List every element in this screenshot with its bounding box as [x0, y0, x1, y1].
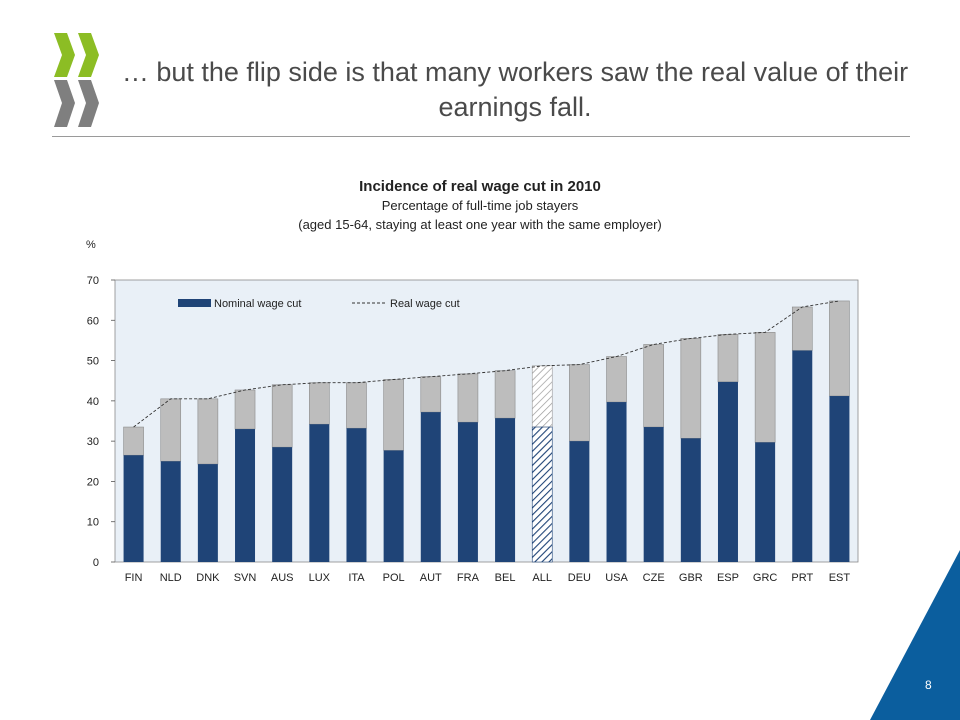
bar-nominal-gbr [680, 438, 701, 562]
x-tick-label-pol: POL [383, 572, 405, 584]
grey-chevron-left [54, 80, 75, 127]
legend-swatch-nominal [178, 299, 211, 307]
y-tick-label: 60 [87, 315, 99, 327]
bar-real-aus [271, 384, 293, 448]
x-tick-label-cze: CZE [643, 572, 665, 584]
title-divider [52, 136, 910, 137]
bar-nominal-est [829, 396, 850, 562]
x-tick-label-gbr: GBR [679, 572, 703, 584]
chart-title: Incidence of real wage cut in 2010 [359, 178, 601, 195]
bar-nominal-cze [643, 427, 664, 562]
bar-nominal-all [531, 426, 553, 563]
bar-real-fra [457, 373, 479, 423]
bar-nominal-fra [457, 422, 478, 562]
bar-nominal-fin [123, 455, 144, 562]
bar-real-dnk [197, 398, 219, 465]
bar-nominal-svn [235, 429, 256, 562]
page-number: 8 [925, 678, 932, 692]
green-chevron-right [78, 33, 99, 77]
wage-cut-bar-chart: 0 10 20 30 40 50 60 70% FIN NLD DNK SVN AUS LUX ITA POL… [86, 239, 859, 584]
bar-real-esp [717, 334, 739, 383]
oecd-chevron-logo [54, 33, 99, 127]
bar-real-cze [643, 344, 664, 428]
chart-subtitle-line-2: (aged 15-64, staying at least one year w… [298, 217, 662, 232]
slide-title: … but the flip side is that many workers… [121, 57, 909, 122]
y-tick-label: 40 [87, 396, 99, 408]
x-tick-label-esp: ESP [717, 572, 739, 584]
y-tick-label: 30 [87, 436, 99, 448]
y-tick-label: 70 [87, 275, 99, 287]
x-tick-label-bel: BEL [495, 572, 516, 584]
x-tick-label-nld: NLD [160, 572, 182, 584]
bar-nominal-pol [383, 450, 404, 562]
bar-real-nld [160, 398, 182, 462]
y-axis-label: % [86, 239, 96, 251]
bar-real-prt [791, 306, 813, 351]
chart-subtitle-line-1: Percentage of full-time job stayers [381, 198, 579, 213]
corner-decoration [870, 550, 960, 720]
x-tick-label-deu: DEU [568, 572, 591, 584]
bar-real-gbr [680, 338, 702, 439]
x-tick-label-svn: SVN [234, 572, 257, 584]
y-tick-label: 50 [87, 356, 99, 368]
bar-real-grc [754, 332, 776, 443]
legend-label-nominal: Nominal wage cut [214, 298, 301, 310]
bar-real-lux [309, 382, 330, 425]
x-tick-label-aut: AUT [420, 572, 442, 584]
y-tick-label: 0 [93, 557, 99, 569]
bar-real-pol [383, 379, 404, 451]
grey-chevron-right [78, 80, 99, 127]
plot-area [114, 279, 859, 563]
green-chevron-left [54, 33, 75, 77]
bar-real-usa [606, 356, 627, 403]
x-tick-label-ita: ITA [348, 572, 365, 584]
bar-nominal-nld [160, 461, 181, 562]
bar-real-ita [346, 382, 367, 429]
bar-nominal-usa [606, 402, 627, 562]
x-tick-label-dnk: DNK [196, 572, 220, 584]
x-tick-label-all: ALL [532, 572, 552, 584]
bar-real-bel [494, 370, 516, 419]
x-tick-label-lux: LUX [309, 572, 331, 584]
x-tick-label-fra: FRA [457, 572, 480, 584]
bar-nominal-dnk [197, 464, 218, 562]
x-tick-label-grc: GRC [753, 572, 778, 584]
bar-nominal-aut [420, 412, 441, 562]
bar-nominal-esp [717, 381, 738, 562]
bar-nominal-grc [755, 442, 776, 562]
x-tick-label-fin: FIN [125, 572, 143, 584]
legend-label-real: Real wage cut [390, 298, 460, 310]
x-tick-label-prt: PRT [791, 572, 813, 584]
bar-real-deu [569, 364, 590, 442]
bar-nominal-bel [495, 418, 516, 562]
bar-real-est [829, 300, 850, 397]
bar-real-aut [420, 376, 442, 413]
bar-nominal-lux [309, 424, 330, 562]
bar-nominal-aus [272, 447, 293, 562]
bar-nominal-ita [346, 428, 367, 562]
x-tick-label-est: EST [829, 572, 851, 584]
bar-real-fin [123, 426, 144, 456]
bar-nominal-deu [569, 441, 590, 562]
x-tick-label-aus: AUS [271, 572, 294, 584]
x-tick-label-usa: USA [605, 572, 628, 584]
bar-nominal-prt [792, 350, 813, 562]
y-tick-label: 10 [87, 517, 99, 529]
bar-real-svn [234, 389, 256, 430]
bar-real-all [531, 365, 553, 428]
y-tick-label: 20 [87, 476, 99, 488]
